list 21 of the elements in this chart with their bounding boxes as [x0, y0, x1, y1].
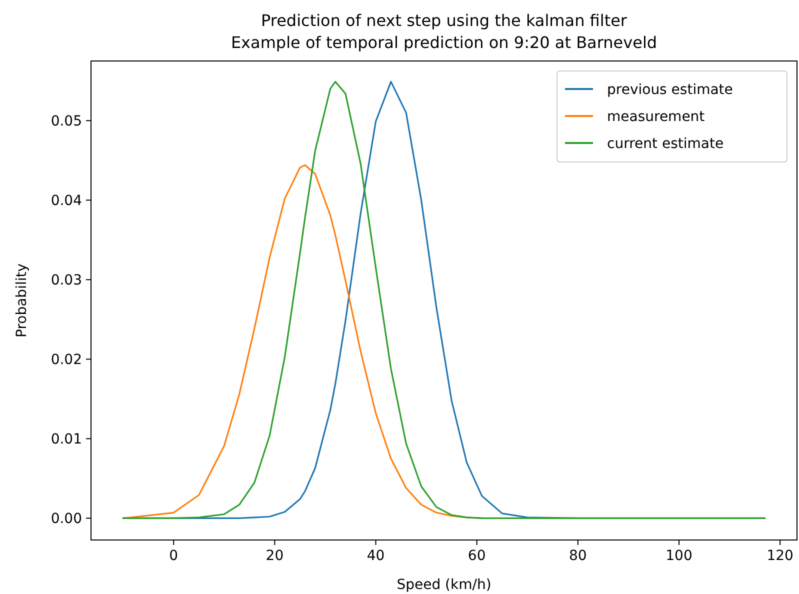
- x-tick-label: 120: [766, 548, 794, 564]
- y-tick-label: 0.03: [50, 272, 82, 289]
- x-tick-label: 40: [366, 548, 385, 564]
- x-axis-title: Speed (km/h): [396, 577, 492, 593]
- legend-label: previous estimate: [607, 82, 733, 98]
- chart-title: Prediction of next step using the kalman filter: [260, 11, 628, 30]
- x-tick-label: 60: [468, 548, 486, 564]
- legend-label: measurement: [607, 108, 706, 125]
- x-tick-label: 80: [569, 548, 587, 564]
- y-tick-label: 0.01: [50, 432, 82, 448]
- x-tick-label: 100: [666, 548, 692, 564]
- y-tick-label: 0.00: [50, 511, 82, 528]
- x-tick-label: 0: [169, 548, 178, 564]
- y-tick-label: 0.02: [50, 352, 82, 368]
- line-series: [122, 80, 766, 520]
- y-tick-label: 0.05: [50, 114, 82, 130]
- x-tick-label: 20: [266, 548, 284, 564]
- y-axis-title: Probability: [14, 263, 30, 338]
- y-tick-label: 0.04: [50, 193, 82, 210]
- legend-label: current estimate: [607, 136, 724, 152]
- chart-subtitle: Example of temporal prediction on 9:20 at Barneveld: [230, 33, 658, 52]
